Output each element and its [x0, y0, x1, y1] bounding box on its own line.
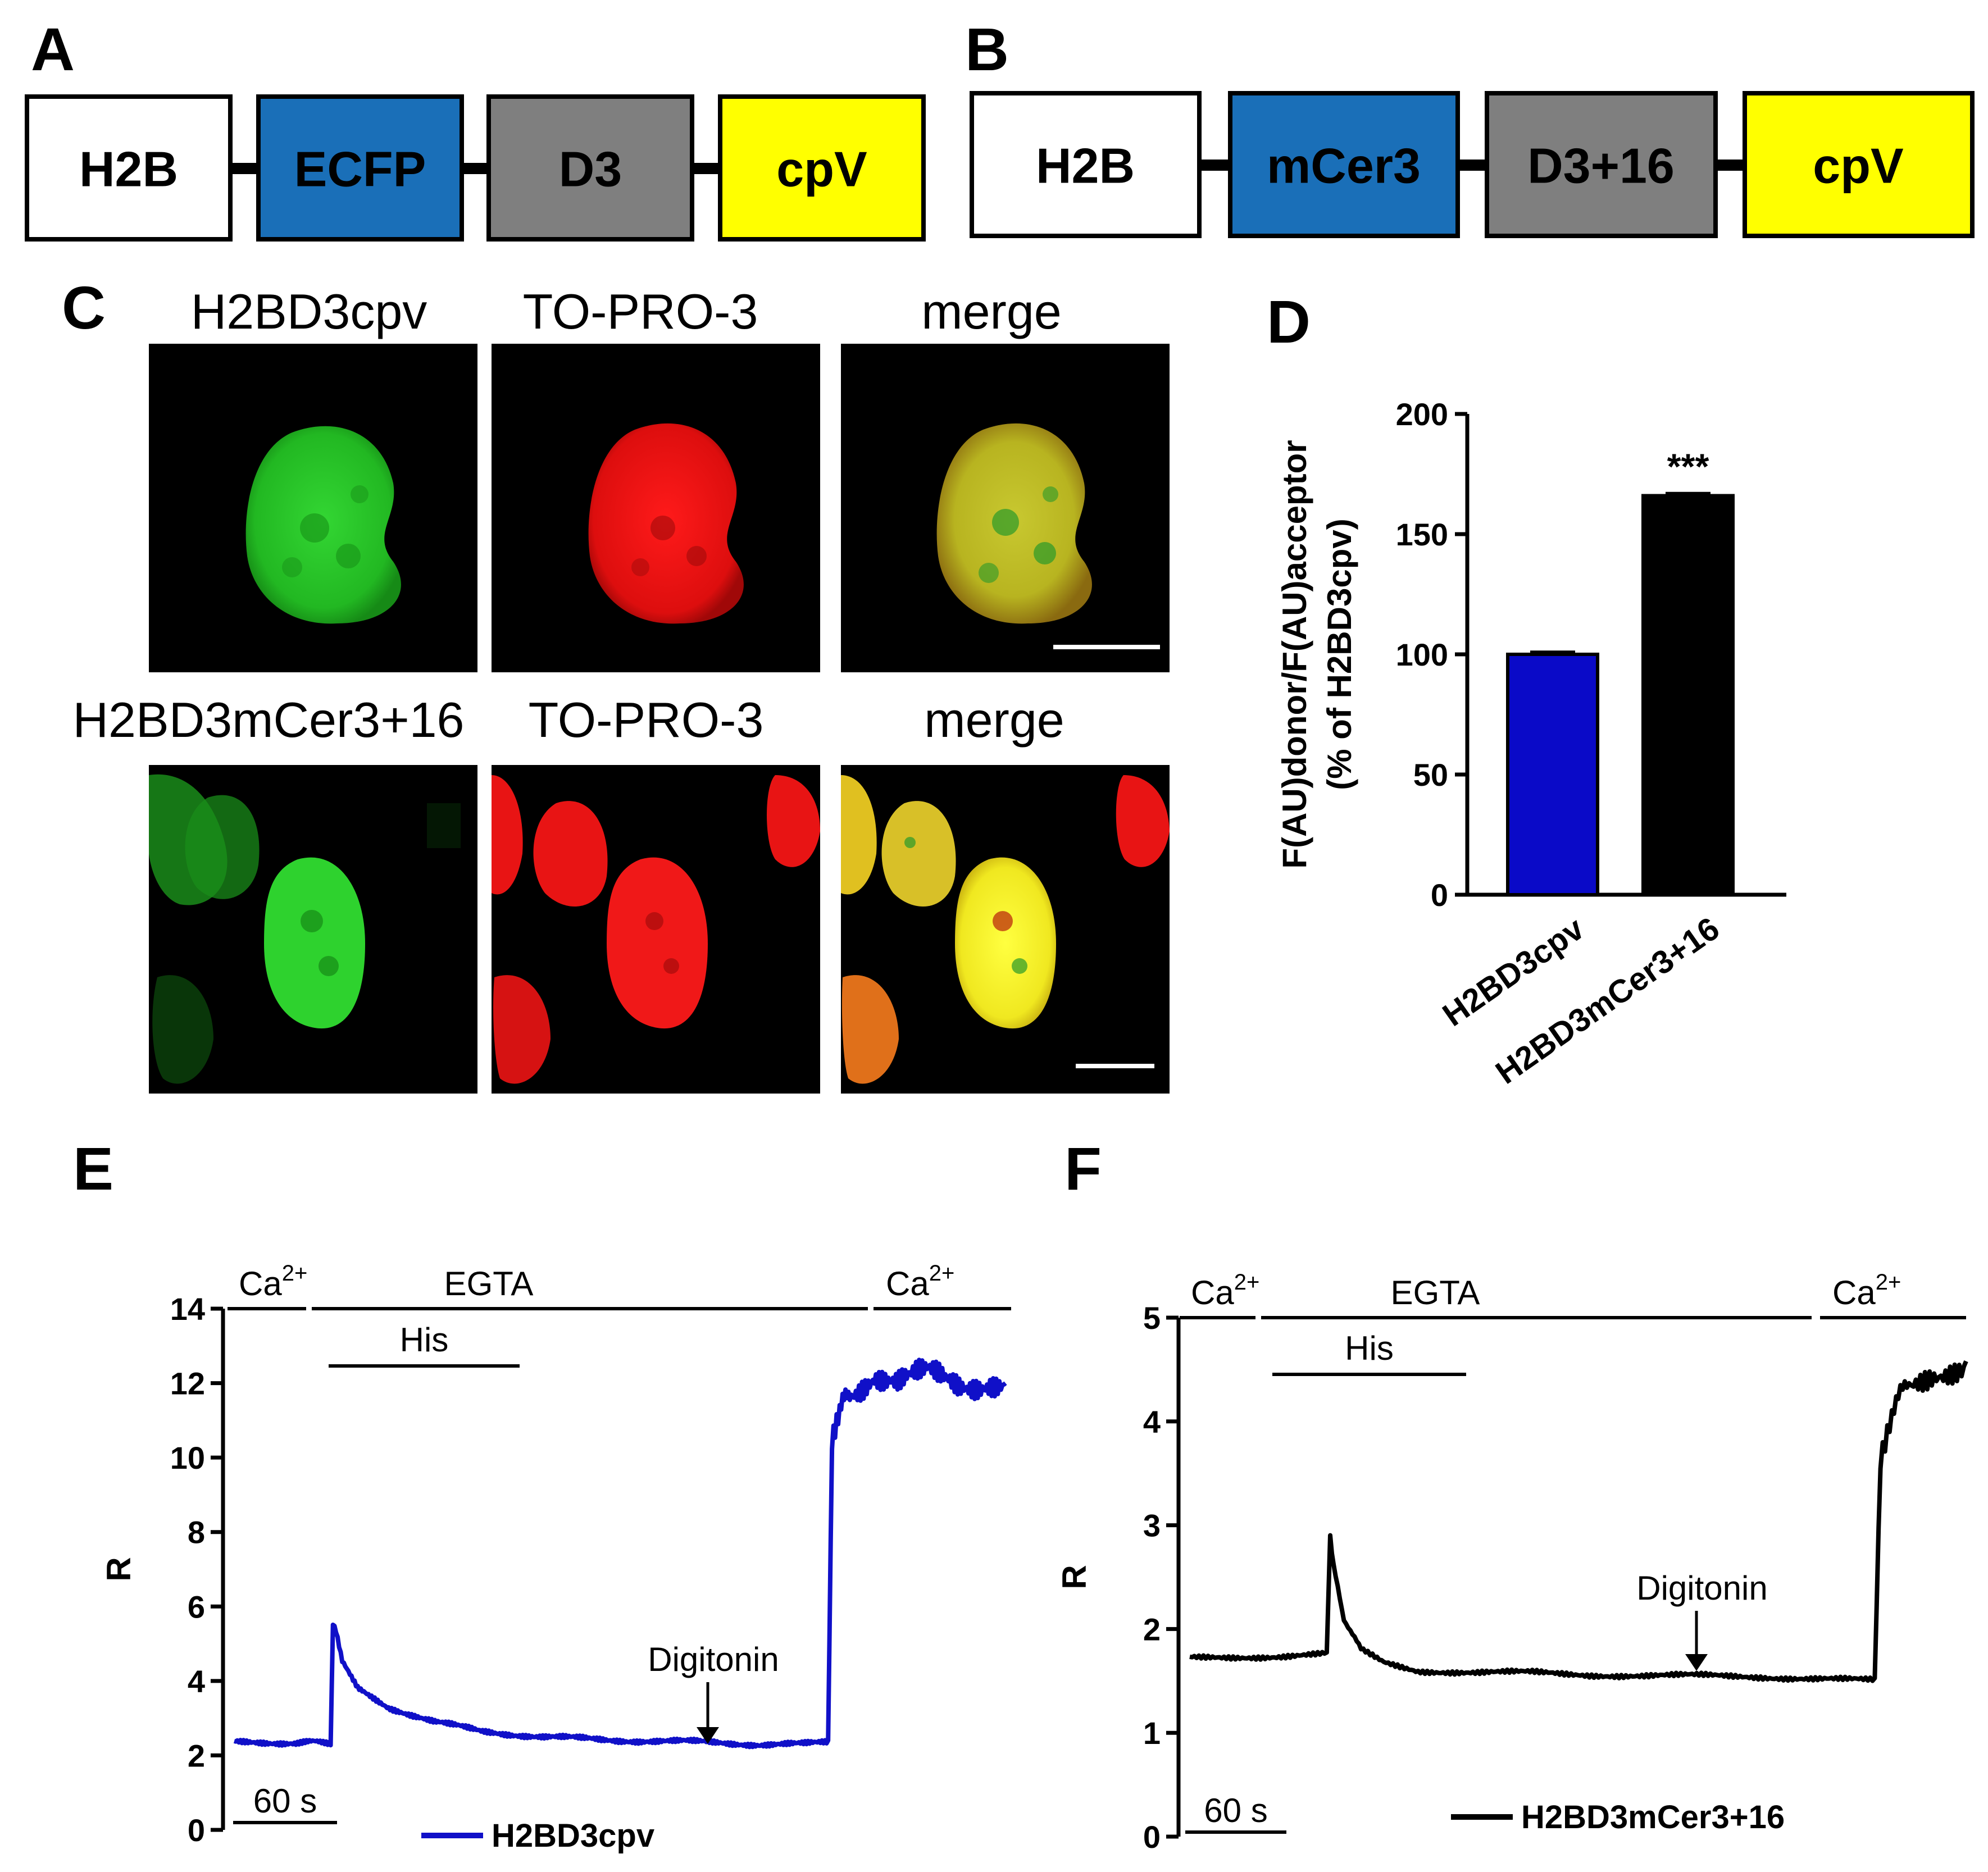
micrograph-merge-2 — [841, 765, 1170, 1094]
legend-label: H2BD3cpv — [492, 1818, 654, 1854]
micrograph-red-2 — [492, 765, 820, 1094]
trace-line — [233, 1358, 1007, 1750]
panel-letter-e: E — [73, 1135, 113, 1203]
segment-h2b — [970, 91, 1202, 238]
egta-label: EGTA — [1391, 1274, 1480, 1311]
panel-letter-d-text: D — [1267, 288, 1311, 356]
time-scale-label: 60 s — [253, 1782, 317, 1820]
digitonin-label: Digitonin — [648, 1641, 779, 1678]
segment-ecfp — [256, 94, 464, 242]
construct-a: H2B ECFP D3 cpV — [25, 94, 926, 242]
segment-label: mCer3 — [1267, 138, 1421, 194]
segment-label: ECFP — [294, 142, 426, 197]
y-axis-title: R — [1056, 1565, 1093, 1589]
trace-chart-e: 0 2 4 6 8 10 12 14 R Ca2+ EGTA Ca2+ His Digitonin 60 s… — [100, 1261, 1011, 1854]
linker — [230, 163, 258, 174]
segment-h2b — [25, 94, 233, 242]
image-title: merge — [924, 692, 1064, 748]
y-tick-label: 0 — [1143, 1819, 1161, 1855]
segment-label: D3+16 — [1527, 138, 1675, 194]
image-title: TO-PRO-3 — [523, 284, 758, 339]
image-title: TO-PRO-3 — [529, 692, 764, 748]
y-axis-title-2: (% of H2BD3cpv) — [1321, 518, 1358, 790]
image-title: H2BD3cpv — [191, 284, 427, 339]
bar — [1506, 653, 1599, 896]
panel-letter-a: A — [31, 15, 75, 83]
ca-label-right: Ca2+ — [886, 1261, 954, 1302]
micrograph-green-1 — [149, 344, 477, 672]
panel-letter-f: F — [1064, 1135, 1102, 1203]
trace-chart-f: 0 1 2 3 4 5 R Ca2+ EGTA Ca2+ His Digitonin 60 s H2BD3… — [1056, 1270, 1968, 1855]
y-tick-label: 50 — [1413, 757, 1448, 792]
segment-label: H2B — [1036, 138, 1135, 194]
ca-label-left: Ca2+ — [239, 1261, 307, 1302]
y-tick-label: 12 — [170, 1366, 205, 1401]
y-tick-label: 2 — [188, 1738, 205, 1773]
panel-letter-c: C — [62, 274, 106, 341]
segment-label: H2B — [79, 142, 178, 197]
digitonin-arrow-head — [697, 1727, 719, 1744]
ca-label-right: Ca2+ — [1832, 1270, 1901, 1311]
bar-chart: 050100150200H2BD3cpv***H2BD3mCer3+16F(AU… — [1276, 397, 1786, 1091]
bar — [1641, 494, 1735, 896]
time-scale-label: 60 s — [1204, 1792, 1267, 1829]
image-title: H2BD3mCer3+16 — [73, 692, 465, 748]
micrograph-red-1 — [492, 344, 820, 672]
significance-label: *** — [1667, 447, 1709, 487]
y-tick-label: 10 — [170, 1440, 205, 1475]
his-label: His — [400, 1321, 449, 1359]
image-title: merge — [921, 284, 1061, 339]
y-tick-label: 3 — [1143, 1508, 1161, 1543]
y-tick-label: 0 — [188, 1812, 205, 1848]
panel-c: C H2BD3cpv TO-PRO-3 merge H2BD3mCer3+16 … — [62, 274, 1170, 1094]
x-tick-label: H2BD3mCer3+16 — [1489, 910, 1726, 1091]
y-tick-label: 14 — [170, 1291, 205, 1327]
segment-d3 — [486, 94, 694, 242]
y-axis-title: R — [100, 1557, 138, 1581]
digitonin-arrow-head — [1685, 1654, 1708, 1671]
segment-label: cpV — [776, 142, 867, 197]
scale-bar — [1076, 1064, 1154, 1068]
y-tick-label: 200 — [1396, 397, 1448, 432]
segment-cpv — [1743, 91, 1975, 238]
segment-label: D3 — [559, 142, 622, 197]
construct-b: H2B mCer3 D3+16 cpV — [970, 91, 1975, 238]
y-axis-title: F(AU)donor/F(AU)acceptor — [1276, 440, 1313, 868]
panel-b: B H2B mCer3 D3+16 cpV — [965, 15, 1975, 238]
panel-a: A H2B ECFP D3 cpV — [25, 15, 926, 242]
segment-label: cpV — [1813, 138, 1904, 194]
y-tick-label: 4 — [188, 1664, 205, 1699]
y-tick-label: 6 — [188, 1589, 205, 1624]
linker — [1199, 160, 1229, 171]
legend-label: H2BD3mCer3+16 — [1521, 1799, 1785, 1835]
segment-d3-16 — [1485, 91, 1718, 238]
digitonin-label: Digitonin — [1636, 1569, 1767, 1607]
y-tick-label: 100 — [1396, 637, 1448, 672]
egta-label: EGTA — [444, 1265, 534, 1302]
linker — [691, 163, 719, 174]
y-tick-label: 4 — [1143, 1404, 1161, 1440]
y-tick-label: 5 — [1143, 1300, 1161, 1336]
y-tick-label: 150 — [1396, 517, 1448, 552]
segment-mcer3 — [1228, 91, 1460, 238]
panel-e: E 0 2 4 6 8 10 12 14 R Ca2+ EGTA Ca2+ His Digitonin 60… — [73, 1135, 1011, 1854]
panel-d: C D 050100150200H2BD3cpv***H2BD3mCer3+16… — [1267, 288, 1786, 1091]
linker — [1458, 160, 1487, 171]
linker — [461, 163, 489, 174]
trace-line — [1189, 1360, 1968, 1683]
micrograph-green-2 — [149, 765, 477, 1094]
y-tick-label: 1 — [1143, 1715, 1161, 1751]
y-tick-label: 8 — [188, 1515, 205, 1550]
his-label: His — [1345, 1329, 1394, 1367]
ca-label-left: Ca2+ — [1191, 1270, 1259, 1311]
scale-bar — [1053, 645, 1160, 649]
panel-f: F 0 1 2 3 4 5 R Ca2+ EGTA Ca2+ His Digitonin 60 s H2B… — [1056, 1135, 1968, 1855]
micrograph-merge-1 — [841, 344, 1170, 672]
y-tick-label: 2 — [1143, 1611, 1161, 1647]
linker — [1716, 160, 1745, 171]
panel-letter-b: B — [965, 15, 1009, 83]
segment-cpv — [718, 94, 926, 242]
y-tick-label: 0 — [1431, 877, 1448, 913]
